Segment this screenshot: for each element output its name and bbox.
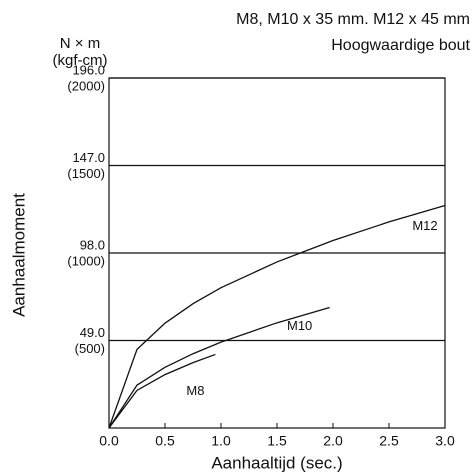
x-tick-label: 3.0 — [435, 433, 455, 449]
line — [108, 353, 216, 429]
x-tick-label: 2.0 — [323, 433, 343, 449]
y2-tick-label: (1500) — [67, 166, 105, 181]
y-axis-label: Aanhaalmoment — [9, 193, 28, 317]
y-tick-label: 147.0 — [72, 150, 105, 165]
x-axis-label: Aanhaaltijd (sec.) — [211, 453, 342, 472]
line — [108, 204, 446, 429]
y-unit: (kgf-cm) — [53, 52, 108, 69]
y-tick-label: 98.0 — [80, 237, 105, 252]
line — [108, 306, 330, 429]
y-unit: N × m — [60, 35, 100, 52]
x-tick-label: 2.5 — [379, 433, 399, 449]
series-label: M12 — [412, 218, 437, 233]
y-tick-label: 196.0 — [72, 62, 105, 77]
series-label: M10 — [287, 318, 312, 333]
x-tick-label: 0.0 — [99, 433, 119, 449]
y2-tick-label: (500) — [75, 341, 105, 356]
subtitle: M8, M10 x 35 mm. M12 x 45 mm — [236, 11, 470, 28]
x-tick-label: 1.0 — [211, 433, 231, 449]
x-tick-label: 0.5 — [155, 433, 175, 449]
subtitle: Hoogwaardige bout — [331, 37, 470, 54]
y2-tick-label: (1000) — [67, 253, 105, 268]
y2-tick-label: (2000) — [67, 78, 105, 93]
y-tick-label: 49.0 — [80, 325, 105, 340]
x-tick-label: 1.5 — [267, 433, 287, 449]
series-label: M8 — [186, 383, 204, 398]
